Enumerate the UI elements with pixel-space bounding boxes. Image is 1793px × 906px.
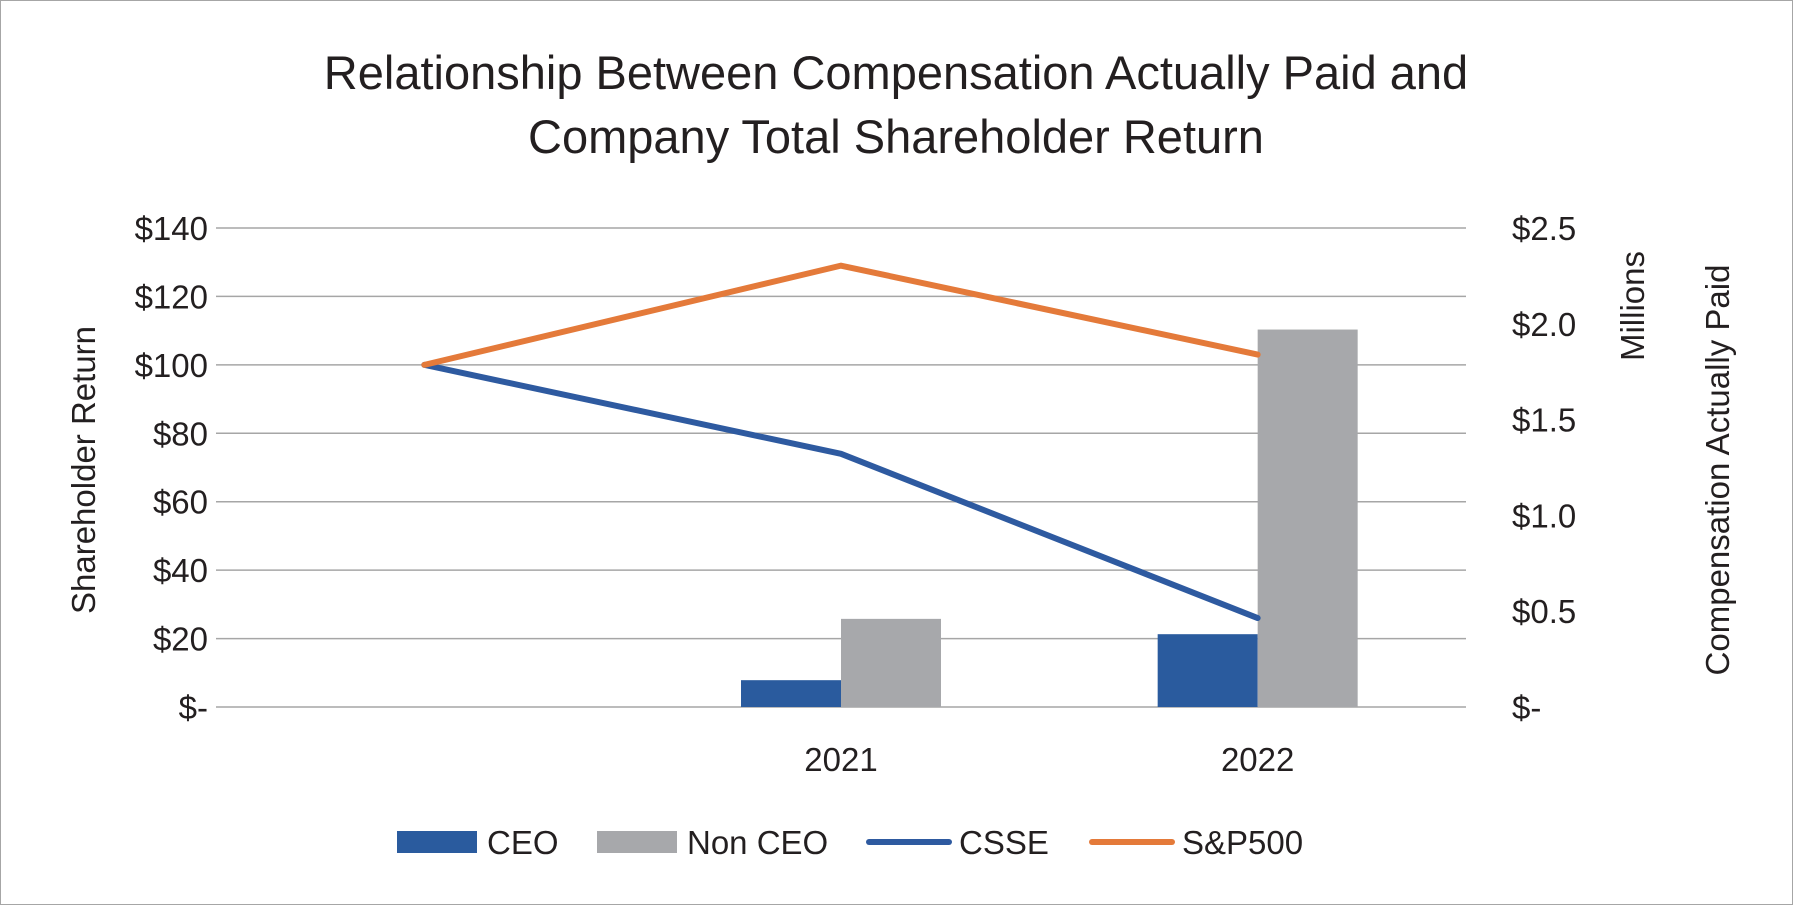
legend-label-s-p500: S&P500 — [1182, 824, 1303, 861]
legend-label-csse: CSSE — [959, 824, 1049, 861]
line-csse — [421, 361, 1261, 622]
left-tick-label: $20 — [153, 621, 208, 658]
legend-label-non-ceo: Non CEO — [687, 824, 828, 861]
right-tick-label: $0.5 — [1512, 593, 1576, 630]
x-axis-ticks: 2021 2022 — [804, 741, 1294, 778]
legend: CEO Non CEO CSSE S&P500 — [397, 824, 1303, 861]
right-tick-label: $2.0 — [1512, 306, 1576, 343]
bar-ceo-2021 — [741, 680, 841, 707]
bar-non-ceo-2022 — [1257, 329, 1358, 707]
left-axis-ticks: $- $20 $40 $60 $80 $100 $120 $140 — [135, 210, 208, 726]
bar-series — [741, 329, 1358, 707]
left-tick-label: $40 — [153, 552, 208, 589]
bar-ceo-2022 — [1157, 634, 1258, 707]
right-axis-ticks: $- $0.5 $1.0 $1.5 $2.0 $2.5 — [1512, 210, 1576, 726]
left-tick-label: $120 — [135, 278, 208, 315]
bar-non-ceo-2021 — [841, 618, 941, 707]
left-tick-label: $80 — [153, 415, 208, 452]
left-tick-label: $- — [179, 689, 208, 726]
left-axis-label: Shareholder Return — [65, 326, 102, 614]
right-tick-label: $1.0 — [1512, 497, 1576, 534]
left-tick-label: $100 — [135, 347, 208, 384]
right-tick-label: $1.5 — [1512, 402, 1576, 439]
chart-title-line-2: Company Total Shareholder Return — [528, 110, 1264, 163]
legend-label-ceo: CEO — [487, 824, 559, 861]
right-axis-units-label: Millions — [1614, 251, 1651, 361]
x-tick-label-2022: 2022 — [1221, 741, 1294, 778]
chart-title: Relationship Between Compensation Actual… — [324, 46, 1468, 163]
line-s-p500 — [421, 262, 1261, 368]
legend-swatch-non-ceo — [597, 831, 677, 853]
line-series — [421, 262, 1261, 622]
right-tick-label: $- — [1512, 689, 1541, 726]
left-tick-label: $140 — [135, 210, 208, 247]
x-tick-label-2021: 2021 — [804, 741, 877, 778]
right-axis-label: Compensation Actually Paid — [1699, 265, 1736, 676]
right-tick-label: $2.5 — [1512, 210, 1576, 247]
legend-swatch-ceo — [397, 831, 477, 853]
left-tick-label: $60 — [153, 484, 208, 521]
chart-title-line-1: Relationship Between Compensation Actual… — [324, 46, 1468, 99]
